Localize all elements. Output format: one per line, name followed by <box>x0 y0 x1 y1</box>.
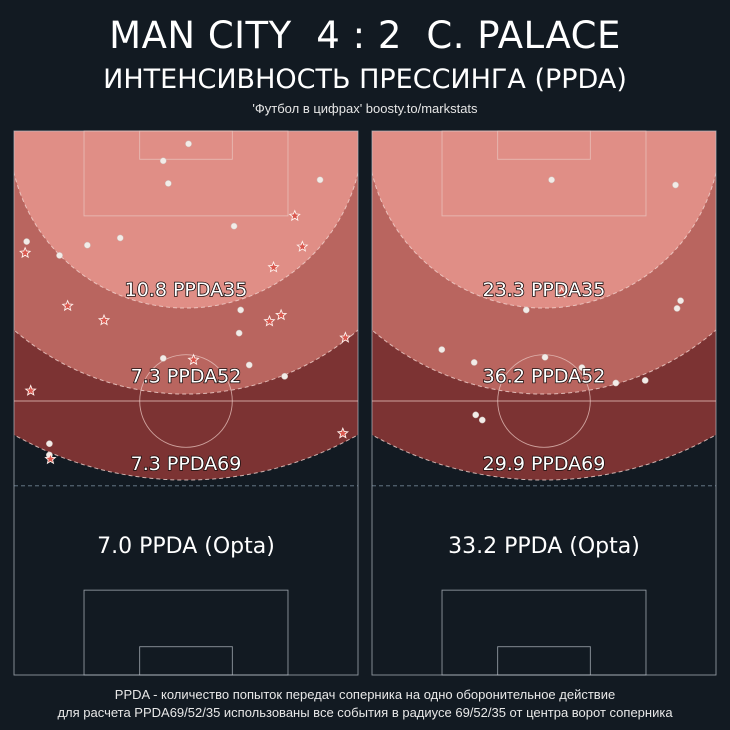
circle-marker <box>185 140 192 148</box>
circle-marker <box>641 377 649 384</box>
zone-label-ppda52: 36.2 PPDA52 <box>483 365 606 387</box>
circle-marker <box>230 222 238 230</box>
circle-marker <box>677 297 684 305</box>
opta-ppda-label: 33.2 PPDA (Opta) <box>448 534 640 559</box>
star-marker <box>296 240 309 252</box>
away-team-name: C. PALACE <box>426 14 621 57</box>
star-marker <box>61 299 74 312</box>
pitch-lines <box>13 130 359 676</box>
star-marker <box>555 286 568 299</box>
star-marker <box>19 246 32 259</box>
circle-marker <box>522 306 530 314</box>
circle-marker <box>23 238 30 245</box>
event-markers <box>438 176 684 424</box>
zone-label-ppda69: 29.9 PPDA69 <box>483 453 606 475</box>
star-marker <box>275 308 288 321</box>
zone-label-ppda69: 7.3 PPDA69 <box>131 453 242 475</box>
home-team-name: MAN CITY <box>109 14 292 57</box>
zone-label-ppda52: 7.3 PPDA52 <box>131 365 242 387</box>
match-title: MAN CITY 4 : 2 C. PALACE <box>0 14 730 57</box>
circle-marker <box>116 234 124 242</box>
circle-marker <box>46 440 53 448</box>
circle-marker <box>235 329 243 337</box>
chart-subtitle: ИНТЕНСИВНОСТЬ ПРЕССИНГА (PPDA) <box>103 64 627 95</box>
star-marker <box>187 353 200 366</box>
zone-label-ppda35: 10.8 PPDA35 <box>125 279 248 301</box>
circle-marker <box>164 180 172 187</box>
zone-ppda35 <box>372 131 716 309</box>
star-marker <box>339 331 352 343</box>
pitch-panel-0: 10.8 PPDA35 7.3 PPDA52 7.3 PPDA69 7.0 PPDA … <box>13 130 359 676</box>
goal-area-bottom <box>497 646 591 676</box>
circle-marker <box>84 241 91 249</box>
circle-marker <box>472 411 480 419</box>
circle-marker <box>316 176 324 184</box>
goal-area-top <box>139 130 233 160</box>
footnote-line-1: PPDA - количество попыток передач соперн… <box>114 687 616 702</box>
circle-marker <box>478 416 486 424</box>
centre-circle <box>139 354 233 448</box>
goal-area-top <box>497 130 591 160</box>
match-score: 4 : 2 <box>316 14 402 57</box>
star-marker <box>263 314 276 327</box>
circle-marker <box>438 346 446 353</box>
circle-marker <box>159 157 167 165</box>
star-marker <box>24 384 37 396</box>
star-marker <box>44 452 57 465</box>
circle-marker <box>541 353 549 361</box>
circle-marker <box>673 305 681 312</box>
event-markers <box>19 140 352 465</box>
credit-line: 'Футбол в цифрах' boosty.to/markstats <box>252 101 478 116</box>
circle-marker <box>237 306 244 314</box>
goal-area-bottom <box>139 646 233 676</box>
circle-marker <box>578 364 586 371</box>
zone-ppda35 <box>14 131 358 309</box>
pitch-lines <box>371 130 717 676</box>
zone-group <box>372 131 716 481</box>
footnote-line-2: для расчета PPDA69/52/35 использованы вс… <box>57 705 673 720</box>
circle-marker <box>245 361 253 369</box>
star-marker <box>336 427 349 439</box>
circle-marker <box>281 372 288 380</box>
circle-marker <box>672 181 679 189</box>
zone-group <box>14 131 358 481</box>
circle-marker <box>56 252 63 259</box>
star-marker <box>288 209 301 222</box>
circle-marker <box>612 379 620 387</box>
circle-marker <box>470 359 478 366</box>
circle-marker <box>159 354 167 362</box>
opta-ppda-label: 7.0 PPDA (Opta) <box>97 534 275 559</box>
circle-marker <box>548 176 555 184</box>
star-marker <box>267 260 280 273</box>
star-marker <box>97 313 111 326</box>
zone-label-ppda35: 23.3 PPDA35 <box>483 279 606 301</box>
pitch-panel-1: 23.3 PPDA35 36.2 PPDA52 29.9 PPDA69 33.2 PP… <box>371 130 717 676</box>
